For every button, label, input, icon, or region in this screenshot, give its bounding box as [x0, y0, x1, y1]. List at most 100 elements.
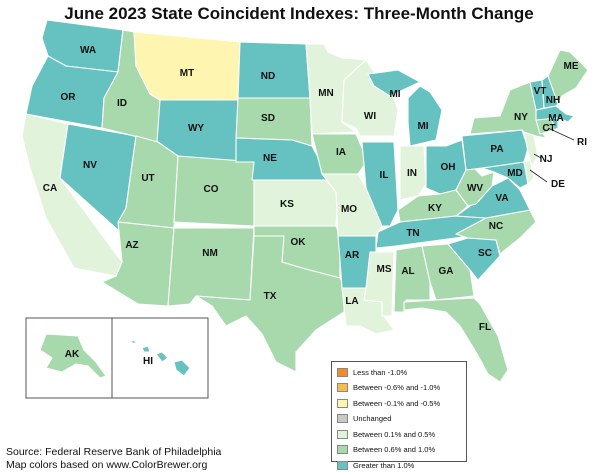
label-va: VA	[495, 193, 508, 204]
label-ok: OK	[291, 237, 307, 248]
label-mn: MN	[318, 88, 334, 99]
label-nh: NH	[546, 95, 560, 106]
legend-label: Between -0.1% and -0.5%	[353, 398, 441, 408]
label-co: CO	[204, 184, 219, 195]
label-ny: NY	[514, 112, 528, 123]
legend-swatch	[337, 414, 348, 424]
label-ky: KY	[428, 203, 442, 214]
state-mi	[407, 85, 443, 147]
state-tx	[195, 235, 347, 373]
label-wa: WA	[80, 45, 96, 56]
label-sd: SD	[261, 113, 275, 124]
label-ga: GA	[439, 266, 454, 277]
map-title: June 2023 State Coincident Indexes: Thre…	[64, 4, 534, 23]
label-mo: MO	[341, 204, 357, 215]
state-ia	[311, 133, 369, 175]
label-wi: WI	[364, 111, 376, 122]
state-mt	[133, 31, 241, 101]
label-ma: MA	[548, 113, 564, 124]
legend-item: Greater than 1.0%	[337, 459, 461, 473]
legend-item: Unchanged	[337, 412, 461, 426]
label-tx: TX	[264, 291, 277, 302]
state-de	[523, 159, 535, 185]
colorbrewer-credit: Map colors based on www.ColorBrewer.org	[6, 459, 208, 471]
label-al: AL	[401, 266, 414, 277]
label-vt: VT	[534, 86, 547, 97]
label-nc: NC	[489, 221, 503, 232]
label-ne: NE	[263, 153, 277, 164]
legend-item: Between -0.6% and -1.0%	[337, 381, 461, 395]
legend-swatch	[337, 398, 348, 408]
legend-item: Between -0.1% and -0.5%	[337, 396, 461, 410]
label-oh: OH	[441, 162, 456, 173]
label-ks: KS	[280, 199, 294, 210]
legend-swatch	[337, 367, 348, 377]
label-in: IN	[407, 168, 417, 179]
legend-item: Between 0.6% and 1.0%	[337, 443, 461, 457]
state-nd	[237, 41, 311, 99]
label-ar: AR	[345, 250, 360, 261]
label-wy: WY	[188, 123, 204, 134]
label-sc: SC	[478, 248, 492, 259]
state-shapes	[21, 19, 589, 399]
label-pa: PA	[490, 144, 503, 155]
legend-swatch	[337, 445, 348, 455]
state-fl	[403, 297, 509, 383]
label-de: DE	[551, 179, 565, 190]
state-mi	[367, 69, 421, 97]
label-az: AZ	[125, 240, 138, 251]
label-nd: ND	[261, 71, 275, 82]
source-line: Source: Federal Reserve Bank of Philadel…	[6, 446, 222, 458]
label-ia: IA	[336, 147, 346, 158]
legend-label: Between 0.6% and 1.0%	[353, 445, 436, 455]
label-la: LA	[345, 296, 358, 307]
legend-label: Less than -1.0%	[353, 367, 408, 377]
label-ut: UT	[141, 173, 154, 184]
state-in	[399, 145, 427, 201]
legend-item: Less than -1.0%	[337, 365, 461, 379]
legend: Less than -1.0% Between -0.6% and -1.0% …	[331, 361, 467, 471]
leader-nj	[533, 153, 542, 159]
label-or: OR	[61, 92, 77, 103]
state-nm	[167, 227, 255, 307]
state-ks	[253, 179, 339, 227]
label-fl: FL	[479, 322, 491, 333]
leader-lines	[529, 127, 575, 183]
label-mi-upper: MI	[389, 89, 400, 100]
label-me: ME	[564, 61, 579, 72]
state-nh	[541, 75, 559, 109]
legend-label: Between 0.1% and 0.5%	[353, 429, 436, 439]
leader-de	[529, 169, 548, 183]
leader-ri	[547, 127, 575, 141]
state-me	[547, 49, 589, 105]
state-hi	[129, 339, 191, 377]
state-ma	[535, 105, 575, 123]
label-ak: AK	[65, 349, 80, 360]
label-ct: CT	[542, 123, 555, 134]
legend-item: Between 0.1% and 0.5%	[337, 427, 461, 441]
state-ak	[39, 333, 107, 379]
label-ms: MS	[377, 264, 392, 275]
label-id: ID	[117, 98, 127, 109]
legend-swatch	[337, 429, 348, 439]
label-nj: NJ	[540, 154, 553, 165]
legend-label: Unchanged	[353, 414, 392, 424]
state-labels: WA OR CA ID NV MT WY UT AZ CO NM ND SD N…	[43, 45, 587, 367]
label-nm: NM	[202, 248, 218, 259]
legend-label: Between -0.6% and -1.0%	[353, 383, 441, 393]
label-ri: RI	[577, 137, 587, 148]
label-il: IL	[380, 170, 389, 181]
legend-swatch	[337, 461, 348, 471]
label-nv: NV	[83, 160, 97, 171]
label-mt: MT	[180, 68, 194, 79]
legend-label: Greater than 1.0%	[353, 461, 415, 471]
label-ca: CA	[43, 183, 57, 194]
state-ms	[363, 251, 395, 317]
label-wv: WV	[467, 183, 483, 194]
source-note: Source: Federal Reserve Bank of Philadel…	[6, 446, 221, 472]
label-hi: HI	[143, 356, 153, 367]
legend-swatch	[337, 383, 348, 393]
label-md: MD	[507, 168, 523, 179]
label-mi-lower: MI	[417, 121, 428, 132]
